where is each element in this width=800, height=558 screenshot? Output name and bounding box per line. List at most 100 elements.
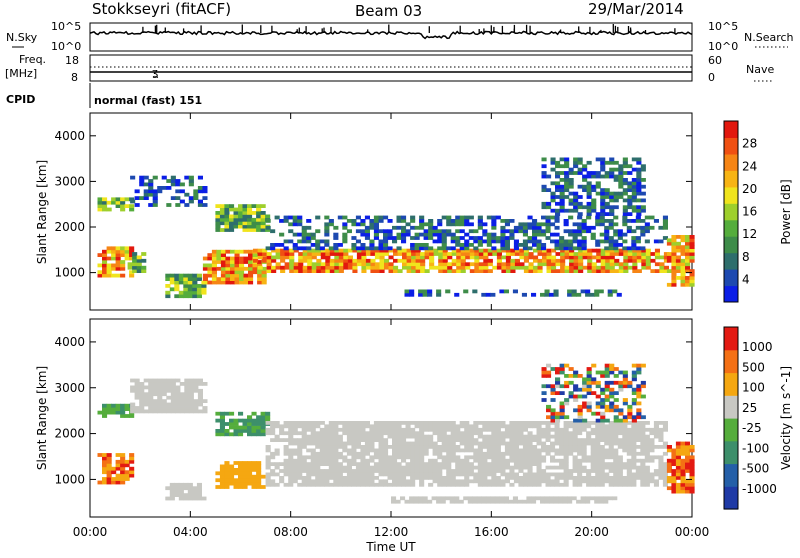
heatmap-cell bbox=[292, 479, 298, 484]
heatmap-cell bbox=[477, 462, 483, 466]
heatmap-cell bbox=[600, 208, 606, 213]
heatmap-cell bbox=[106, 256, 112, 261]
heatmap-cell bbox=[410, 472, 416, 477]
heatmap-cell bbox=[374, 269, 380, 273]
heatmap-cell bbox=[219, 432, 225, 437]
heatmap-cell bbox=[622, 380, 628, 385]
heatmap-cell bbox=[319, 455, 325, 460]
heatmap-cell bbox=[487, 252, 493, 256]
colorbar-swatch bbox=[724, 153, 738, 171]
heatmap-cell bbox=[401, 472, 407, 477]
heatmap-cell bbox=[518, 424, 524, 429]
heatmap-cell bbox=[383, 479, 389, 484]
heatmap-cell bbox=[310, 482, 316, 487]
heatmap-cell bbox=[518, 441, 524, 446]
heatmap-cell bbox=[211, 280, 217, 285]
heatmap-cell bbox=[581, 476, 587, 480]
heatmap-cell bbox=[238, 461, 244, 465]
heatmap-cell bbox=[384, 262, 390, 267]
heatmap-cell bbox=[482, 445, 488, 449]
heatmap-cell bbox=[631, 472, 637, 477]
heatmap-cell bbox=[604, 160, 610, 165]
heatmap-cell bbox=[442, 262, 448, 267]
heatmap-cell bbox=[396, 421, 402, 425]
heatmap-cell bbox=[229, 471, 235, 476]
heatmap-cell bbox=[351, 246, 357, 251]
heatmap-cell bbox=[224, 481, 230, 486]
heatmap-cell bbox=[271, 248, 277, 253]
heatmap-cell bbox=[310, 469, 316, 473]
heatmap-cell bbox=[568, 191, 574, 196]
heatmap-cell bbox=[622, 239, 628, 244]
heatmap-cell bbox=[414, 448, 420, 453]
heatmap-cell bbox=[224, 204, 230, 208]
heatmap-cell bbox=[383, 236, 389, 240]
heatmap-cell bbox=[324, 222, 330, 227]
heatmap-cell bbox=[613, 222, 619, 227]
heatmap-cell bbox=[297, 232, 303, 237]
heatmap-cell bbox=[161, 175, 167, 180]
heatmap-cell bbox=[97, 263, 103, 268]
heatmap-cell bbox=[297, 448, 303, 453]
heatmap-cell bbox=[626, 431, 632, 436]
heatmap-cell bbox=[378, 246, 384, 251]
heatmap-cell bbox=[564, 398, 570, 402]
heatmap-cell bbox=[573, 258, 579, 263]
heatmap-cell bbox=[495, 438, 501, 442]
heatmap-cell bbox=[342, 232, 348, 237]
heatmap-cell bbox=[247, 474, 253, 479]
heatmap-cell bbox=[106, 470, 112, 475]
heatmap-cell bbox=[347, 262, 353, 267]
heatmap-cell bbox=[644, 479, 650, 484]
heatmap-cell bbox=[315, 445, 321, 449]
heatmap-cell bbox=[106, 407, 112, 411]
heatmap-cell bbox=[428, 229, 434, 234]
heatmap-cell bbox=[229, 464, 235, 469]
heatmap-cell bbox=[441, 421, 447, 425]
heatmap-cell bbox=[187, 493, 193, 497]
heatmap-cell bbox=[219, 471, 225, 476]
heatmap-cell bbox=[351, 458, 357, 463]
heatmap-cell bbox=[333, 246, 339, 251]
heatmap-cell bbox=[689, 489, 695, 494]
heatmap-cell bbox=[631, 208, 637, 213]
heatmap-cell bbox=[477, 239, 483, 244]
heatmap-cell bbox=[169, 273, 175, 278]
heatmap-cell bbox=[111, 200, 117, 205]
heatmap-cell bbox=[585, 289, 591, 294]
heatmap-cell bbox=[608, 448, 614, 453]
heatmap-cell bbox=[685, 469, 691, 473]
heatmap-cell bbox=[460, 265, 466, 270]
heatmap-cell bbox=[283, 239, 289, 244]
heatmap-cell bbox=[582, 184, 588, 189]
heatmap-cell bbox=[542, 252, 548, 256]
heatmap-cell bbox=[614, 248, 620, 253]
heatmap-cell bbox=[256, 204, 262, 208]
heatmap-cell bbox=[301, 445, 307, 449]
heatmap-cell bbox=[437, 431, 443, 436]
colorbar-swatch bbox=[724, 463, 738, 487]
heatmap-cell bbox=[432, 472, 438, 477]
heatmap-cell bbox=[392, 445, 398, 449]
heatmap-cell bbox=[613, 380, 619, 385]
heatmap-cell bbox=[609, 370, 615, 375]
heatmap-cell bbox=[419, 472, 425, 477]
heatmap-cell bbox=[283, 462, 289, 466]
heatmap-cell bbox=[251, 461, 257, 465]
heatmap-cell bbox=[654, 248, 660, 253]
heatmap-cell bbox=[238, 418, 244, 423]
heatmap-cell bbox=[152, 196, 158, 200]
heatmap-cell bbox=[609, 363, 615, 368]
heatmap-cell bbox=[419, 455, 425, 460]
heatmap-cell bbox=[270, 243, 276, 247]
heatmap-cell bbox=[510, 258, 516, 263]
heatmap-cell bbox=[595, 174, 601, 179]
heatmap-cell bbox=[464, 421, 470, 425]
heatmap-cell bbox=[274, 421, 280, 425]
heatmap-cell bbox=[613, 455, 619, 460]
heatmap-cell bbox=[658, 225, 664, 230]
heatmap-cell bbox=[136, 258, 142, 263]
heatmap-cell bbox=[689, 255, 695, 260]
heatmap-cell bbox=[229, 468, 235, 472]
